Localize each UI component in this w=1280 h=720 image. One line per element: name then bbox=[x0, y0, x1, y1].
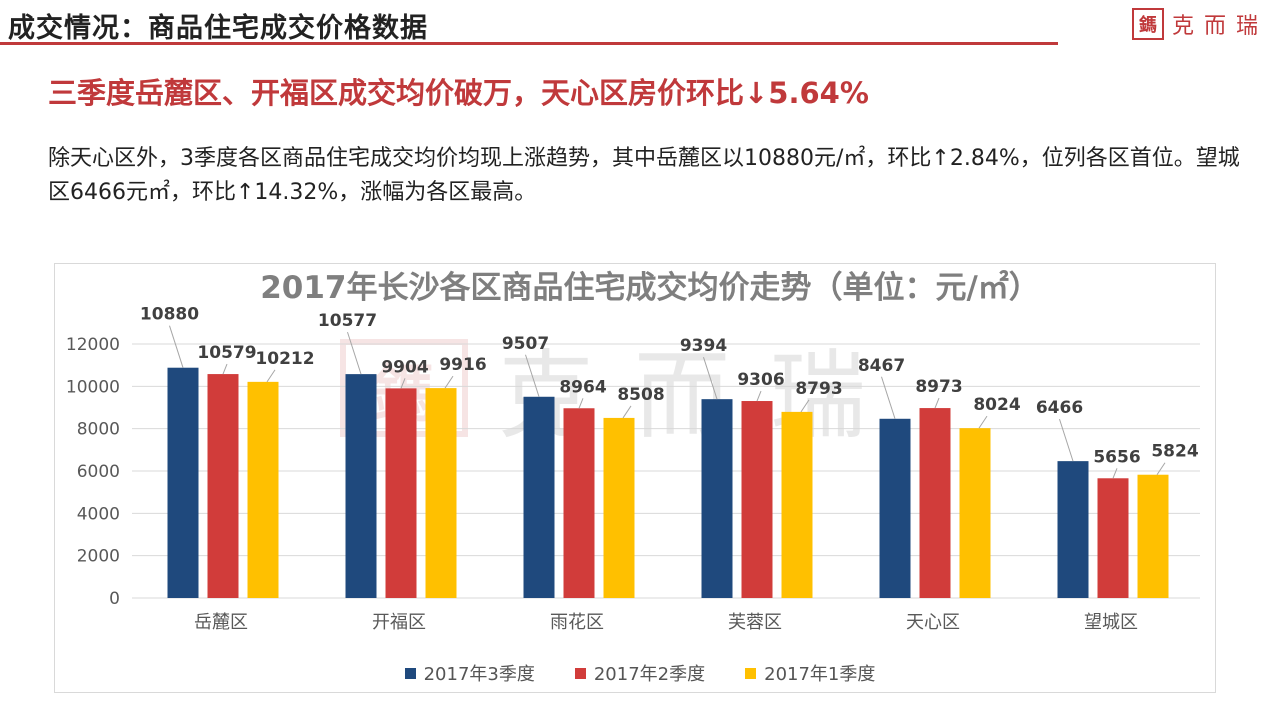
legend-label: 2017年1季度 bbox=[764, 664, 876, 685]
bar bbox=[701, 399, 733, 598]
data-label: 8508 bbox=[617, 385, 664, 405]
brand-logo: 鎷 克而瑞 bbox=[1131, 6, 1268, 42]
y-tick-label: 8000 bbox=[77, 420, 120, 440]
x-category-label: 开福区 bbox=[372, 612, 426, 633]
bar bbox=[563, 408, 595, 598]
bar bbox=[1057, 461, 1089, 598]
bar bbox=[879, 418, 911, 598]
data-label-leader bbox=[800, 399, 810, 413]
data-label-leader bbox=[934, 397, 940, 409]
data-label: 9507 bbox=[502, 334, 549, 354]
bar bbox=[959, 428, 991, 598]
y-tick-label: 0 bbox=[109, 589, 120, 609]
headline: 三季度岳麓区、开福区成交均价破万，天心区房价环比↓5.64% bbox=[48, 76, 869, 110]
data-label: 8024 bbox=[973, 395, 1020, 415]
data-label-leader bbox=[1112, 468, 1118, 479]
data-label: 10880 bbox=[140, 305, 199, 325]
data-label-leader bbox=[525, 354, 540, 397]
data-label-leader bbox=[622, 405, 632, 419]
x-category-label: 望城区 bbox=[1084, 612, 1138, 633]
legend-label: 2017年3季度 bbox=[423, 664, 535, 685]
data-label-leader bbox=[347, 331, 362, 375]
data-label-leader bbox=[400, 378, 406, 389]
bar bbox=[523, 396, 555, 598]
data-label: 9916 bbox=[439, 355, 486, 375]
data-label: 8793 bbox=[795, 379, 842, 399]
data-label-leader bbox=[756, 390, 762, 402]
y-tick-label: 6000 bbox=[77, 462, 120, 482]
data-label-leader bbox=[1156, 462, 1166, 476]
data-label-leader bbox=[703, 357, 718, 400]
legend-item: 2017年3季度 bbox=[404, 660, 535, 686]
data-label: 9904 bbox=[381, 357, 428, 377]
data-label: 8964 bbox=[559, 377, 606, 397]
logo-seal-icon: 鎷 bbox=[1131, 8, 1164, 40]
bar bbox=[919, 408, 951, 598]
bar bbox=[167, 367, 199, 598]
y-tick-label: 10000 bbox=[66, 377, 120, 397]
legend-swatch bbox=[745, 667, 757, 679]
legend-label: 2017年2季度 bbox=[593, 664, 706, 685]
legend-item: 2017年1季度 bbox=[745, 660, 875, 686]
chart-frame bbox=[54, 263, 1216, 693]
y-tick-label: 2000 bbox=[77, 547, 120, 567]
data-label-leader bbox=[578, 398, 584, 409]
data-label-leader bbox=[222, 363, 228, 375]
data-label-leader bbox=[978, 415, 988, 429]
data-label: 10212 bbox=[255, 349, 314, 369]
x-category-label: 芙蓉区 bbox=[728, 612, 782, 633]
legend-item: 2017年2季度 bbox=[574, 660, 706, 686]
data-label-leader bbox=[881, 376, 896, 419]
data-label: 8973 bbox=[915, 377, 962, 397]
bar bbox=[741, 401, 773, 598]
data-label: 10577 bbox=[318, 311, 377, 331]
data-label: 5656 bbox=[1093, 447, 1140, 467]
bar bbox=[603, 417, 635, 598]
logo-text: 克而瑞 bbox=[1171, 14, 1268, 39]
x-category-label: 天心区 bbox=[906, 612, 960, 633]
data-label-leader bbox=[1059, 418, 1074, 462]
page-title: 成交情况：商品住宅成交价格数据 bbox=[8, 13, 428, 44]
data-label-leader bbox=[266, 369, 276, 383]
bar bbox=[1097, 478, 1129, 598]
bar bbox=[385, 388, 417, 598]
data-label: 5824 bbox=[1151, 442, 1198, 462]
y-tick-label: 12000 bbox=[66, 335, 120, 355]
bar bbox=[247, 381, 279, 598]
data-label: 6466 bbox=[1036, 398, 1083, 418]
bar bbox=[425, 388, 457, 598]
bar bbox=[345, 374, 377, 598]
data-label: 8467 bbox=[858, 356, 905, 376]
y-tick-label: 4000 bbox=[77, 504, 120, 524]
chart-legend: 2017年3季度 2017年2季度 2017年1季度 bbox=[0, 660, 1280, 686]
chart-title: 2017年长沙各区商品住宅成交均价走势（单位：元/㎡） bbox=[260, 270, 1040, 306]
bar bbox=[781, 411, 813, 598]
x-category-label: 雨花区 bbox=[550, 612, 604, 633]
legend-swatch bbox=[404, 667, 416, 679]
bar bbox=[1137, 474, 1169, 598]
data-label-leader bbox=[169, 325, 184, 368]
data-label: 9394 bbox=[680, 336, 727, 356]
data-label-leader bbox=[444, 375, 454, 389]
x-category-label: 岳麓区 bbox=[194, 612, 248, 633]
header-divider bbox=[0, 42, 1058, 45]
summary-paragraph: 除天心区外，3季度各区商品住宅成交均价均现上涨趋势，其中岳麓区以10880元/㎡… bbox=[48, 146, 1240, 205]
data-label: 9306 bbox=[737, 370, 784, 390]
bar bbox=[207, 374, 239, 598]
legend-swatch bbox=[574, 667, 586, 679]
data-label: 10579 bbox=[197, 343, 256, 363]
